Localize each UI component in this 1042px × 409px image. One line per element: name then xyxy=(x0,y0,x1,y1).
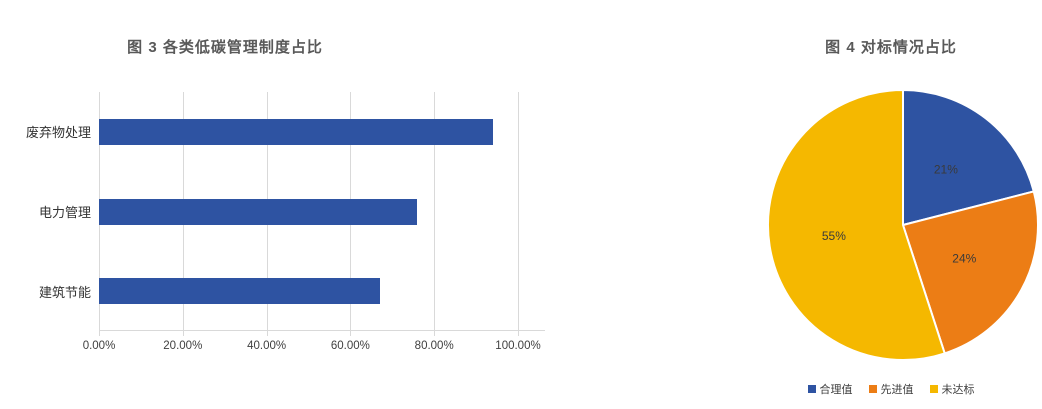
bar-废弃物处理 xyxy=(99,118,493,145)
bar-row xyxy=(99,92,545,172)
pie-data-label: 55% xyxy=(822,229,846,243)
legend-label: 先进值 xyxy=(880,384,914,396)
pie-chart-title: 图 4 对标情况占比 xyxy=(825,39,957,56)
pie-data-label: 21% xyxy=(934,163,958,177)
pie-chart: 图 4 对标情况占比 21% 24% 55% 合理值 先进值 未达标 xyxy=(740,0,1042,409)
category-label: 废弃物处理 xyxy=(25,125,91,141)
x-tick-label: 40.00% xyxy=(247,340,287,352)
pie-legend: 合理值 先进值 未达标 xyxy=(740,381,1042,397)
pie-slice-未达标 xyxy=(767,89,946,361)
x-tick-label: 0.00% xyxy=(82,340,116,352)
bar-chart-title: 图 3 各类低碳管理制度占比 xyxy=(127,39,323,56)
bar-建筑节能 xyxy=(99,278,380,305)
x-tick-label: 100.00% xyxy=(495,340,541,352)
legend-item-先进值: 先进值 xyxy=(868,381,914,397)
legend-item-未达标: 未达标 xyxy=(929,381,975,397)
bar-row xyxy=(99,251,545,331)
bar-plot-area xyxy=(99,92,545,336)
gridline xyxy=(434,92,436,336)
category-label: 电力管理 xyxy=(38,205,91,220)
pie-slice-先进值 xyxy=(902,190,1039,355)
legend-swatch-icon xyxy=(807,385,816,393)
x-tick-label: 80.00% xyxy=(414,340,454,352)
legend-label: 合理值 xyxy=(819,384,853,396)
x-axis-labels: 0.00% 20.00% 40.00% 60.00% 80.00% 100.00% xyxy=(83,340,545,356)
pie-data-label: 24% xyxy=(952,252,976,266)
bar-row xyxy=(99,172,545,252)
x-axis-line xyxy=(99,330,545,331)
bar-电力管理 xyxy=(99,198,418,225)
legend-swatch-icon xyxy=(929,385,938,393)
bar-category-axis: 废弃物处理电力管理建筑节能 xyxy=(0,92,91,331)
gridline xyxy=(518,92,519,336)
x-tick-label: 20.00% xyxy=(163,340,203,352)
category-label: 建筑节能 xyxy=(38,284,91,300)
bar-rows xyxy=(99,92,545,331)
x-tick-label: 60.00% xyxy=(330,340,370,352)
pie-slice-合理值 xyxy=(902,89,1035,226)
legend-swatch-icon xyxy=(868,385,877,393)
bar-chart: 图 3 各类低碳管理制度占比 废弃物处理电力管理建筑节能 0.00% 20.00%… xyxy=(0,39,545,356)
legend-item-合理值: 合理值 xyxy=(807,381,853,397)
legend-label: 未达标 xyxy=(941,384,975,396)
pie-plot-area: 21% 24% 55% xyxy=(767,89,1039,361)
